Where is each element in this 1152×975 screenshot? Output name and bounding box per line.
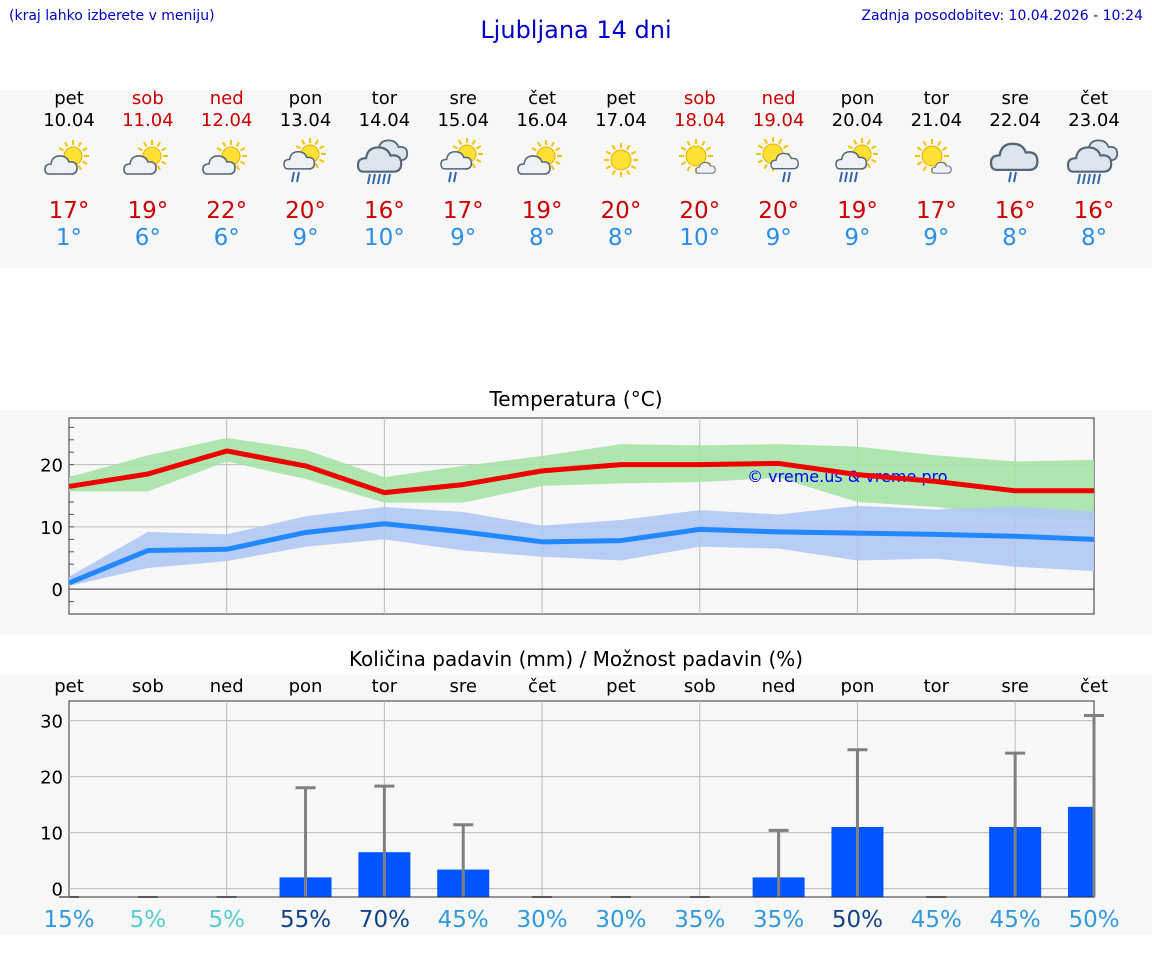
- day-name: tor: [371, 88, 398, 109]
- min-temperature: 6°: [134, 225, 161, 251]
- max-temperature: 22°: [206, 198, 248, 224]
- day-date: 11.04: [122, 110, 174, 131]
- day-name: sre: [449, 88, 477, 109]
- day-name: pet: [606, 88, 636, 109]
- max-temperature: 17°: [48, 198, 90, 224]
- forecast-band: [0, 90, 1152, 268]
- max-temperature: 20°: [679, 198, 721, 224]
- day-name: sob: [683, 88, 716, 109]
- day-date: 15.04: [437, 110, 490, 131]
- partly-cloudy-sun-icon: [44, 140, 89, 175]
- cloud-drizzle-icon: [990, 142, 1039, 183]
- min-temperature: 6°: [213, 225, 240, 251]
- min-temperature: 9°: [844, 225, 871, 251]
- partly-cloudy-sun-icon: [201, 140, 247, 175]
- min-temperature: 9°: [765, 225, 792, 251]
- day-name: ned: [209, 88, 244, 109]
- daily-forecast: pet 10.04 17° 1° sob 11.04 19° 6° ned 12.04 22° 6° p…: [0, 88, 1152, 258]
- day-column: ned 19.04 20° 9°: [739, 88, 819, 252]
- day-date: 16.04: [516, 110, 568, 131]
- day-name: sob: [131, 88, 164, 109]
- max-temperature: 20°: [758, 198, 800, 224]
- day-name: čet: [528, 88, 557, 109]
- day-column: pet 10.04 17° 1°: [29, 88, 109, 252]
- partly-cloudy-sun-icon: [123, 140, 168, 175]
- day-column: tor 21.04 17° 9°: [896, 88, 976, 252]
- day-date: 19.04: [752, 110, 805, 131]
- day-column: sre 22.04 16° 8°: [975, 88, 1055, 252]
- day-date: 10.04: [43, 110, 95, 131]
- day-date: 18.04: [674, 110, 726, 131]
- min-temperature: 8°: [529, 225, 556, 251]
- max-temperature: 19°: [521, 198, 563, 224]
- sun-cloud-drizzle-icon: [755, 137, 799, 183]
- day-column: sob 18.04 20° 10°: [660, 88, 740, 252]
- min-temperature: 10°: [679, 225, 721, 251]
- day-name: čet: [1080, 88, 1109, 109]
- menu-hint: (kraj lahko izberete v meniju): [9, 8, 215, 24]
- day-name: pon: [840, 88, 875, 109]
- temperature-chart-title: Temperatura (°C): [489, 387, 663, 411]
- sun-icon: [603, 143, 638, 177]
- sun-cloud-rain-icon: [834, 138, 878, 183]
- day-date: 21.04: [910, 110, 963, 131]
- precipitation-chart-band: [0, 675, 1152, 935]
- sun-cloud-light-rain-icon: [282, 138, 326, 183]
- min-temperature: 9°: [923, 225, 950, 251]
- cloudy-rain-icon: [357, 139, 409, 185]
- day-column: sre 15.04 17° 9°: [423, 88, 503, 252]
- day-date: 23.04: [1068, 110, 1120, 131]
- day-name: sre: [1001, 88, 1029, 109]
- min-temperature: 9°: [292, 225, 319, 251]
- last-update: Zadnja posodobitev: 10.04.2026 - 10:24: [861, 8, 1143, 24]
- day-date: 12.04: [200, 110, 253, 131]
- day-column: sob 11.04 19° 6°: [108, 88, 188, 252]
- day-name: tor: [923, 88, 950, 109]
- min-temperature: 10°: [364, 225, 405, 251]
- day-name: ned: [761, 88, 796, 109]
- max-temperature: 19°: [127, 198, 169, 224]
- min-temperature: 1°: [55, 225, 83, 251]
- max-temperature: 17°: [442, 198, 484, 224]
- day-date: 17.04: [595, 110, 647, 131]
- temperature-chart-band: [0, 410, 1152, 635]
- day-column: pon 20.04 19° 9°: [818, 88, 898, 252]
- sun-cloud-light-rain-icon: [440, 138, 484, 183]
- day-column: pon 13.04 20° 9°: [266, 88, 346, 252]
- max-temperature: 20°: [600, 198, 642, 224]
- cloudy-rain-icon: [1066, 139, 1119, 185]
- day-name: pet: [54, 88, 84, 109]
- day-column: pet 17.04 20° 8°: [581, 88, 661, 252]
- day-column: ned 12.04 22° 6°: [187, 88, 267, 252]
- max-temperature: 16°: [364, 198, 405, 224]
- min-temperature: 8°: [1002, 225, 1029, 251]
- max-temperature: 16°: [1073, 198, 1115, 224]
- max-temperature: 17°: [915, 198, 957, 224]
- page-title: Ljubljana 14 dni: [480, 16, 672, 44]
- day-date: 22.04: [989, 110, 1041, 131]
- partly-cloudy-sun-icon: [517, 140, 563, 175]
- max-temperature: 19°: [837, 198, 878, 224]
- day-name: pon: [288, 88, 323, 109]
- day-column: čet 16.04 19° 8°: [502, 88, 582, 252]
- day-date: 20.04: [831, 110, 884, 131]
- max-temperature: 16°: [994, 198, 1036, 224]
- day-column: čet 23.04 16° 8°: [1054, 88, 1134, 252]
- min-temperature: 9°: [450, 225, 477, 251]
- day-date: 14.04: [358, 110, 411, 131]
- day-date: 13.04: [279, 110, 332, 131]
- max-temperature: 20°: [285, 198, 326, 224]
- day-column: tor 14.04 16° 10°: [344, 88, 424, 252]
- precipitation-chart-title: Količina padavin (mm) / Možnost padavin …: [348, 647, 804, 671]
- sun-small-cloud-icon: [915, 139, 953, 174]
- min-temperature: 8°: [1080, 225, 1108, 251]
- sun-small-cloud-icon: [678, 139, 716, 174]
- min-temperature: 8°: [607, 225, 634, 251]
